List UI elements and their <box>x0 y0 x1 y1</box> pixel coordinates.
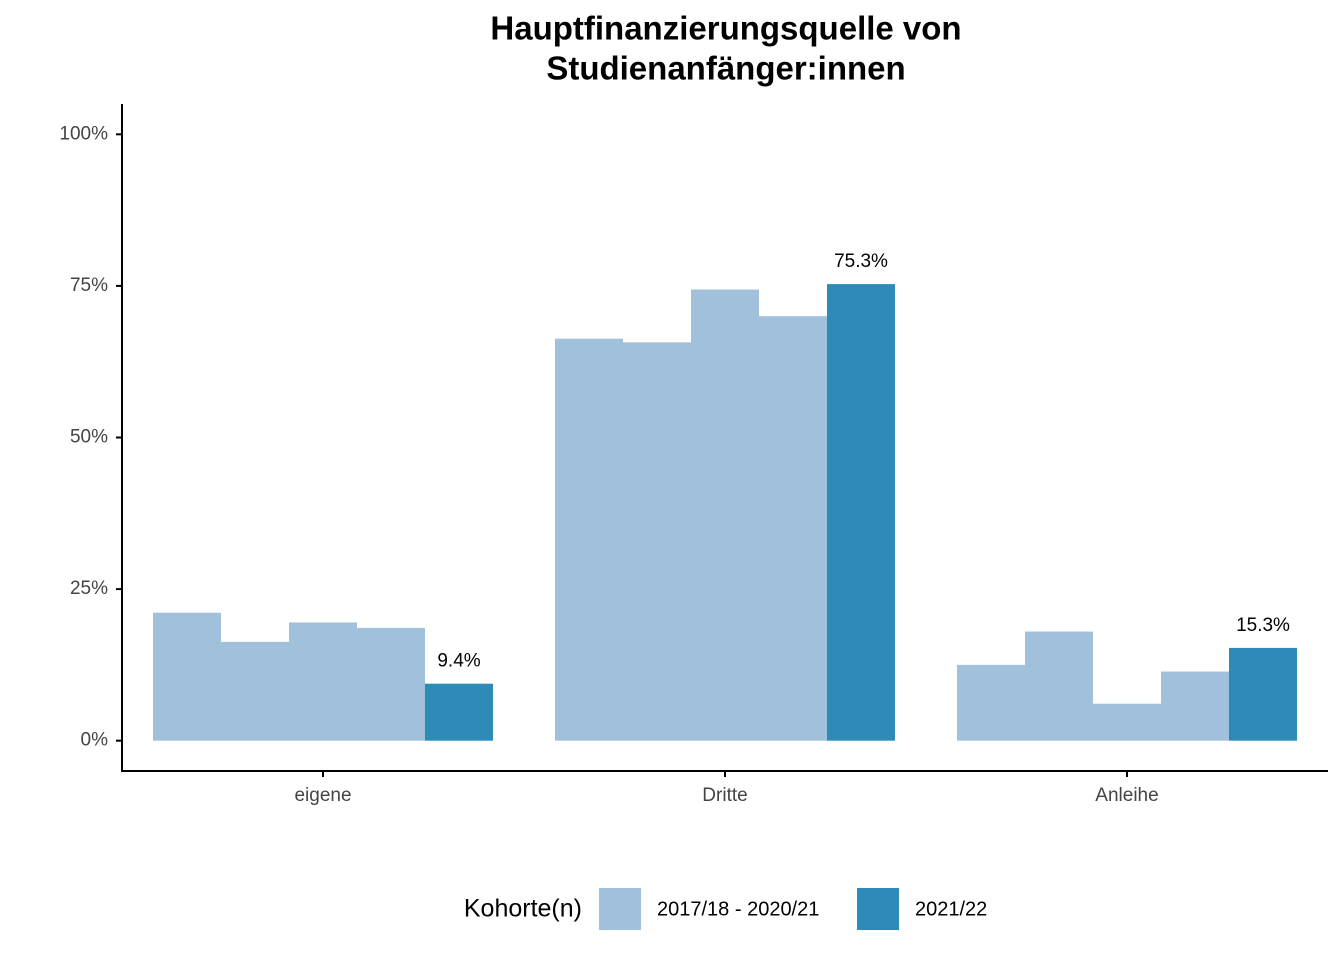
bar <box>1161 671 1229 741</box>
legend-swatch <box>599 888 641 930</box>
bar <box>1025 631 1093 741</box>
bar <box>1229 647 1297 741</box>
chart-title: Hauptfinanzierungsquelle von <box>490 10 961 47</box>
x-tick-label: eigene <box>294 785 351 806</box>
bar <box>623 342 691 741</box>
x-tick-label: Anleihe <box>1095 785 1158 806</box>
chart-subtitle: Studienanfänger:innen <box>546 50 905 87</box>
y-tick-label: 25% <box>70 578 108 599</box>
bar <box>289 622 357 741</box>
bar <box>221 641 289 741</box>
legend-label: 2021/22 <box>915 898 987 920</box>
x-tick-label: Dritte <box>702 785 747 806</box>
bar <box>153 612 221 741</box>
data-label: 9.4% <box>437 651 480 672</box>
bar <box>425 683 493 741</box>
bar <box>1093 703 1161 741</box>
y-tick-label: 0% <box>81 730 109 751</box>
bar <box>957 664 1025 741</box>
bar <box>691 289 759 741</box>
bar <box>357 627 425 741</box>
legend-label: 2017/18 - 2020/21 <box>657 898 819 920</box>
y-tick-label: 100% <box>59 123 108 144</box>
y-tick-label: 50% <box>70 427 108 448</box>
data-label: 75.3% <box>834 251 888 272</box>
legend-title: Kohorte(n) <box>464 895 582 923</box>
bar <box>759 316 827 741</box>
bar <box>555 338 623 741</box>
legend-swatch <box>857 888 899 930</box>
bar <box>827 284 895 741</box>
y-tick-label: 75% <box>70 275 108 296</box>
data-label: 15.3% <box>1236 615 1290 636</box>
